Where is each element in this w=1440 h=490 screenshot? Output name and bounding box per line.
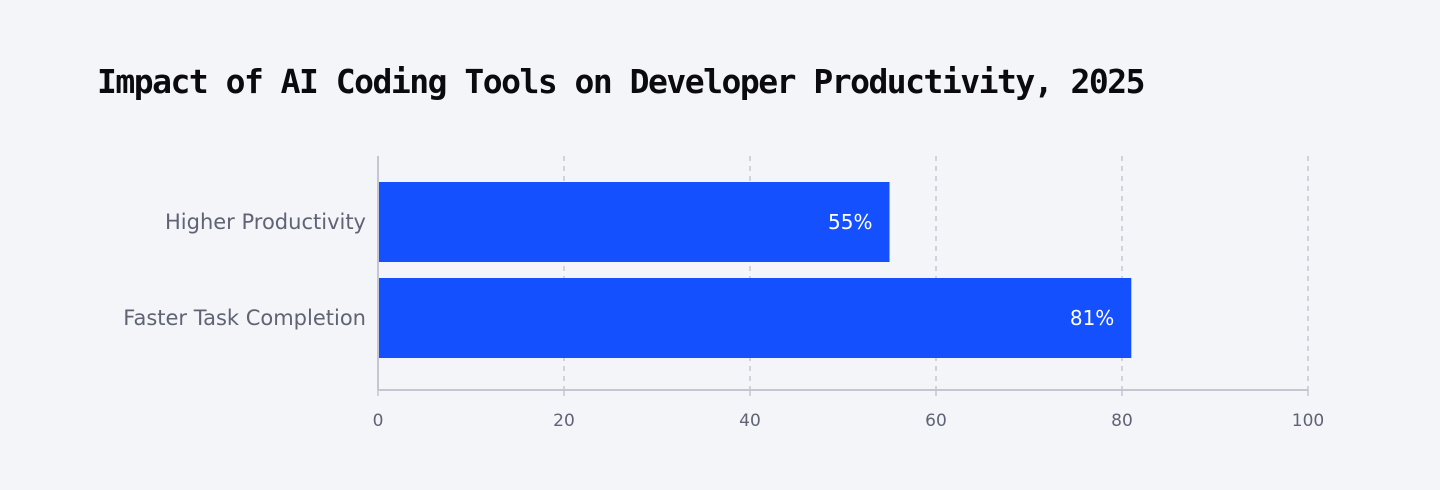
x-tick-label: 40 — [739, 411, 761, 431]
x-tick-label: 20 — [553, 411, 575, 431]
x-tick-labels: 0 20 40 60 80 100 — [373, 411, 1325, 431]
chart-title: Impact of AI Coding Tools on Developer P… — [97, 62, 1145, 101]
bar-value-label: 55% — [828, 210, 872, 234]
bar-value-labels: 55% 81% — [828, 210, 1114, 330]
bar-0 — [378, 182, 890, 262]
x-tick-label: 0 — [373, 411, 384, 431]
x-tick-label: 100 — [1292, 411, 1324, 431]
x-tick-label: 60 — [925, 411, 947, 431]
x-tick-label: 80 — [1111, 411, 1133, 431]
category-label: Higher Productivity — [165, 210, 366, 234]
category-label: Faster Task Completion — [123, 306, 366, 330]
category-labels: Higher Productivity Faster Task Completio… — [123, 210, 366, 330]
bar-value-label: 81% — [1070, 306, 1114, 330]
axes — [377, 156, 1309, 396]
bar-1 — [378, 278, 1132, 358]
bars — [378, 182, 1132, 358]
